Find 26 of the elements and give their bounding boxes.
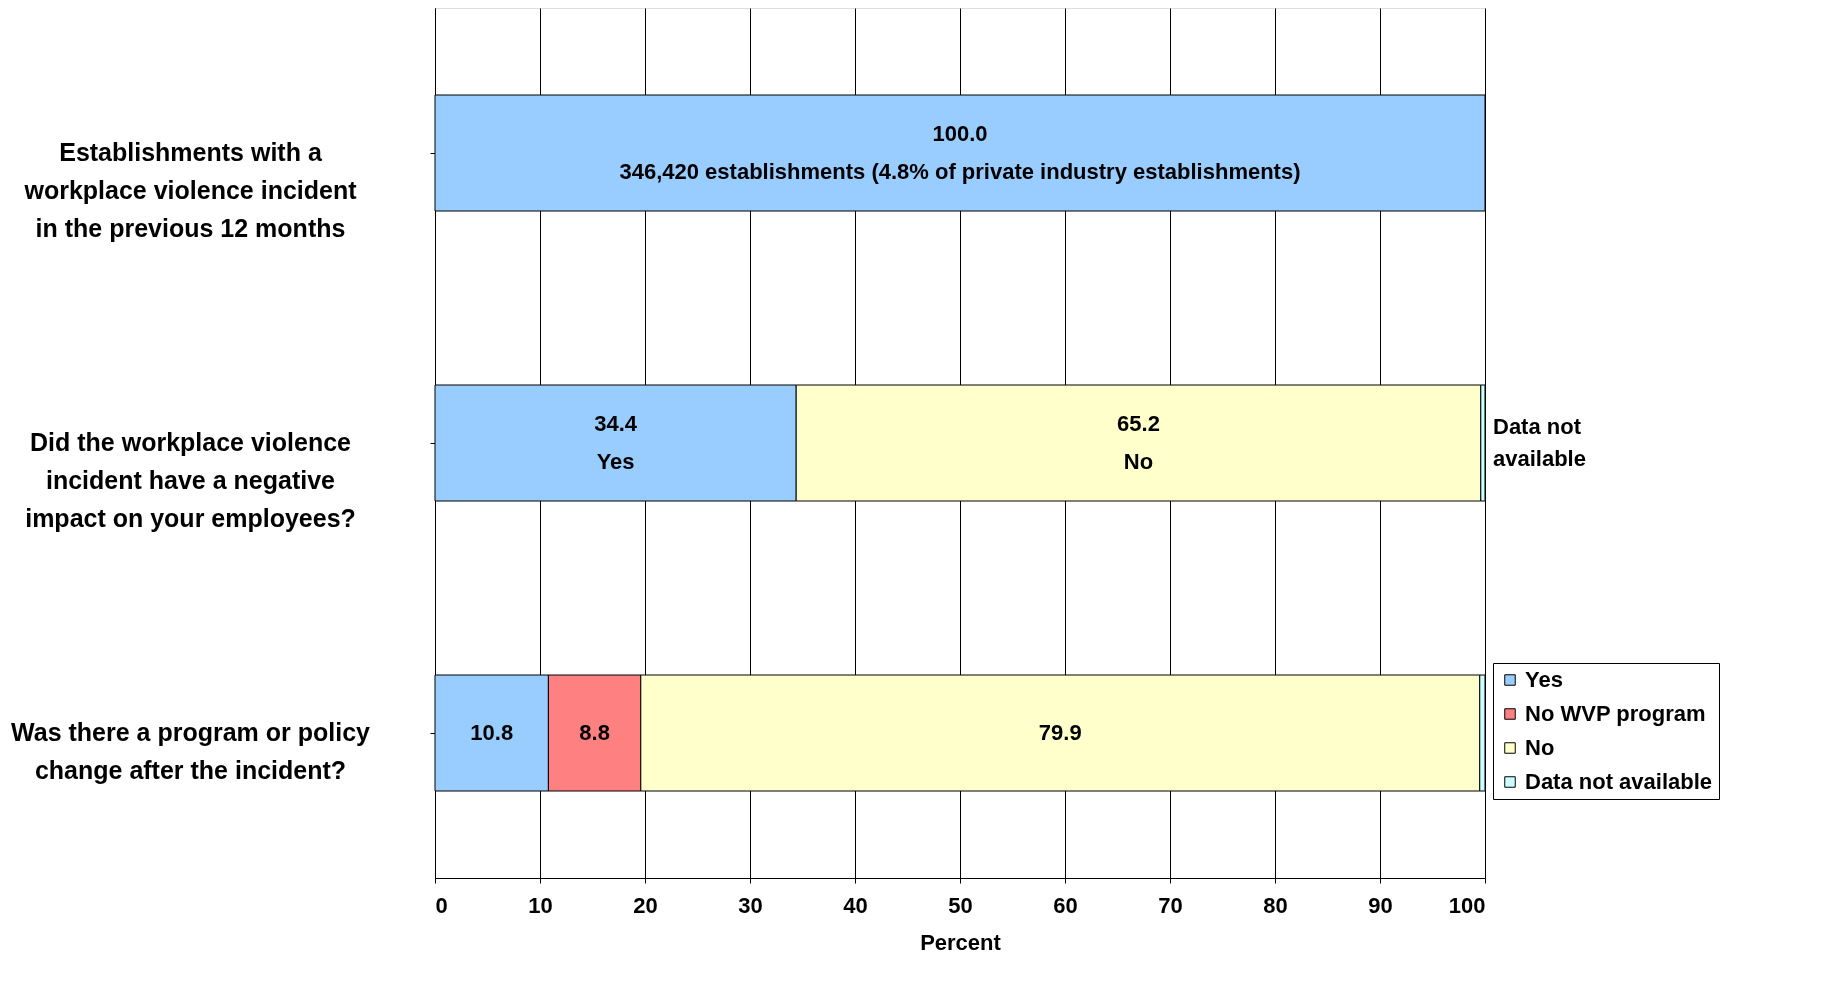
legend-label: No WVP program: [1525, 701, 1706, 726]
data-label: 34.4 Yes: [594, 411, 638, 474]
legend-label: No: [1525, 735, 1555, 760]
x-tick-label: 70: [1158, 892, 1183, 918]
y-tick-label: Did the workplace violence incident have a negative impact on your employees?: [25, 428, 356, 532]
data-label: 79.9: [1038, 720, 1082, 745]
data-label: 65.2 No: [1117, 411, 1160, 474]
legend-label: Yes: [1525, 667, 1563, 692]
x-tick-label: 40: [843, 892, 868, 918]
x-tick-label: 100: [1448, 892, 1486, 918]
annotation: Data not available: [1493, 414, 1586, 471]
data-label: 10.8: [470, 720, 514, 745]
x-axis-title: Percent: [920, 929, 1002, 955]
x-tick-label: 10: [528, 892, 553, 918]
legend-label: Data not available: [1525, 769, 1713, 794]
x-tick-label: 20: [633, 892, 658, 918]
x-tick-label: 60: [1053, 892, 1078, 918]
x-tick-label: 80: [1263, 892, 1288, 918]
y-tick-label: Was there a program or policy change after the incident?: [11, 718, 371, 784]
x-tick-label: 30: [738, 892, 763, 918]
x-tick-label: 50: [948, 892, 973, 918]
x-tick-label: 0: [435, 892, 448, 918]
y-tick-label: Establishments with a workplace violence incident in the previous 12 months: [23, 138, 358, 242]
x-tick-label: 90: [1368, 892, 1393, 918]
data-label: 8.8: [579, 720, 610, 745]
data-label: 100.0 346,420 establishments (4.8% of private industry establishments): [619, 121, 1301, 184]
